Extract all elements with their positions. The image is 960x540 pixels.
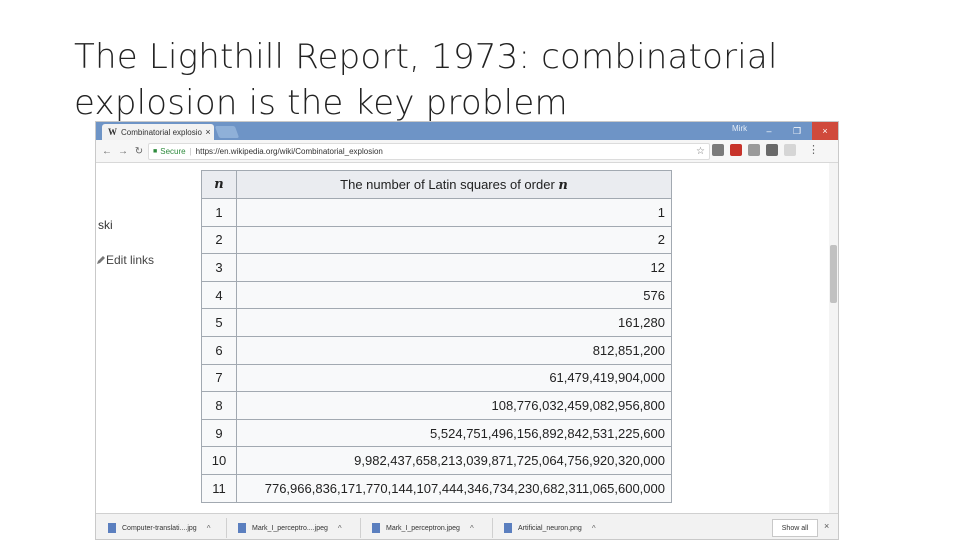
extension-icon[interactable]	[766, 144, 778, 156]
edit-links[interactable]: Edit links	[96, 253, 154, 267]
slide-title-line-2: explosion is the key problem	[74, 83, 568, 123]
browser-window: W Combinatorial explosion × Mirk – ❐ × ←…	[95, 121, 839, 540]
chevron-up-icon[interactable]: ^	[469, 523, 474, 533]
tab-title: Combinatorial explosion	[121, 127, 202, 137]
order-n-cell: 9	[201, 418, 237, 448]
download-item[interactable]: Artificial_neuron.png ^	[504, 521, 596, 535]
order-n-cell: 11	[201, 473, 237, 503]
pdf-extension-icon[interactable]	[730, 144, 742, 156]
wikipedia-favicon-icon: W	[108, 127, 117, 137]
reload-icon[interactable]: ↻	[134, 145, 144, 157]
latin-square-count-cell: 576	[236, 280, 672, 310]
table-row: 11 776,966,836,171,770,144,107,444,346,73…	[201, 473, 672, 503]
page-content: ski Edit links n The number of Latin squ…	[96, 163, 838, 513]
divider	[226, 518, 227, 538]
latin-squares-table: n The number of Latin squares of order n…	[201, 170, 672, 503]
divider	[492, 518, 493, 538]
browser-tab[interactable]: W Combinatorial explosion ×	[102, 124, 214, 140]
tab-bar: W Combinatorial explosion × Mirk – ❐ ×	[96, 122, 838, 140]
chevron-up-icon[interactable]: ^	[206, 523, 211, 533]
table-row: 8 108,776,032,459,082,956,800	[201, 391, 672, 420]
latin-square-count-cell: 812,851,200	[236, 335, 672, 365]
file-icon	[372, 523, 380, 533]
table-row: 10 9,982,437,658,213,039,871,725,064,756,…	[201, 446, 672, 475]
file-icon	[504, 523, 512, 533]
download-item[interactable]: Mark_I_perceptron.jpeg ^	[372, 521, 474, 535]
lock-icon: ■	[153, 148, 158, 155]
browser-menu-icon[interactable]: ⋮	[808, 144, 819, 156]
scrollbar-thumb[interactable]	[830, 245, 837, 303]
download-filename: Mark_I_perceptro....jpeg	[252, 524, 328, 532]
file-icon	[108, 523, 116, 533]
downloads-bar: Computer-translati....jpg ^ Mark_I_perce…	[96, 513, 838, 539]
chevron-up-icon[interactable]: ^	[337, 523, 342, 533]
latin-square-count-cell: 161,280	[236, 308, 672, 337]
order-n-cell: 2	[201, 225, 237, 255]
edit-links-label: Edit links	[106, 253, 155, 267]
divider	[360, 518, 361, 538]
new-tab-button[interactable]	[214, 126, 240, 138]
forward-arrow-icon[interactable]: →	[118, 145, 128, 157]
column-header-text: The number of Latin squares of order	[340, 176, 559, 192]
column-header-variable: n	[558, 177, 568, 193]
address-separator: |	[189, 147, 192, 156]
latin-square-count-cell: 5,524,751,496,156,892,842,531,225,600	[236, 418, 672, 448]
download-item[interactable]: Mark_I_perceptro....jpeg ^	[238, 521, 342, 535]
slide-title-line-1: The Lighthill Report, 1973: combinatoria…	[74, 37, 778, 77]
latin-square-count-cell: 9,982,437,658,213,039,871,725,064,756,92…	[236, 446, 672, 475]
extension-icon[interactable]	[784, 144, 796, 156]
table-row: 3 12	[201, 253, 672, 282]
maximize-button[interactable]: ❐	[792, 125, 802, 136]
latin-square-count-cell: 61,479,419,904,000	[236, 363, 672, 393]
extension-icon[interactable]	[748, 144, 760, 156]
latin-square-count-cell: 776,966,836,171,770,144,107,444,346,734,…	[236, 473, 672, 503]
address-bar[interactable]: ■ Secure | https://en.wikipedia.org/wiki…	[148, 143, 710, 160]
downloads-close-icon[interactable]: ×	[824, 521, 830, 531]
latin-square-count-cell: 1	[236, 198, 672, 227]
order-n-cell: 5	[201, 308, 237, 337]
bookmark-star-icon[interactable]: ☆	[696, 146, 705, 157]
table-row: 4 576	[201, 280, 672, 310]
browser-toolbar: ← → ↻ ■ Secure | https://en.wikipedia.or…	[96, 140, 838, 163]
order-n-cell: 8	[201, 391, 237, 420]
order-n-cell: 4	[201, 280, 237, 310]
back-arrow-icon[interactable]: ←	[102, 145, 112, 157]
pencil-icon	[97, 256, 105, 264]
table-header-row: n The number of Latin squares of order n	[201, 170, 672, 199]
file-icon	[238, 523, 246, 533]
download-filename: Computer-translati....jpg	[122, 524, 197, 532]
latin-square-count-cell: 108,776,032,459,082,956,800	[236, 391, 672, 420]
extension-icon[interactable]	[712, 144, 724, 156]
order-n-cell: 6	[201, 335, 237, 365]
table-row: 5 161,280	[201, 308, 672, 337]
column-header-value: The number of Latin squares of order n	[236, 170, 672, 199]
secure-label: Secure	[160, 147, 186, 156]
show-all-button[interactable]: Show all	[772, 519, 818, 537]
tab-close-icon[interactable]: ×	[205, 127, 211, 137]
latin-square-count-cell: 12	[236, 253, 672, 282]
order-n-cell: 3	[201, 253, 237, 282]
order-n-cell: 10	[201, 446, 237, 475]
order-n-cell: 7	[201, 363, 237, 393]
table-row: 9 5,524,751,496,156,892,842,531,225,600	[201, 418, 672, 448]
latin-square-count-cell: 2	[236, 225, 672, 255]
download-filename: Artificial_neuron.png	[518, 524, 582, 532]
slide-title: The Lighthill Report, 1973: combinatoria…	[74, 34, 874, 126]
url-text[interactable]: https://en.wikipedia.org/wiki/Combinator…	[195, 147, 383, 156]
table-row: 6 812,851,200	[201, 335, 672, 365]
order-n-cell: 1	[201, 198, 237, 227]
user-profile-chip[interactable]: Mirk	[732, 124, 748, 133]
chevron-up-icon[interactable]: ^	[591, 523, 596, 533]
download-item[interactable]: Computer-translati....jpg ^	[108, 521, 210, 535]
minimize-button[interactable]: –	[766, 126, 772, 136]
download-filename: Mark_I_perceptron.jpeg	[386, 524, 460, 532]
sidebar-language-link[interactable]: ski	[98, 218, 113, 232]
table-row: 7 61,479,419,904,000	[201, 363, 672, 393]
column-header-n: n	[201, 170, 237, 199]
window-close-button[interactable]: ×	[812, 122, 838, 140]
vertical-scrollbar[interactable]	[829, 163, 838, 513]
